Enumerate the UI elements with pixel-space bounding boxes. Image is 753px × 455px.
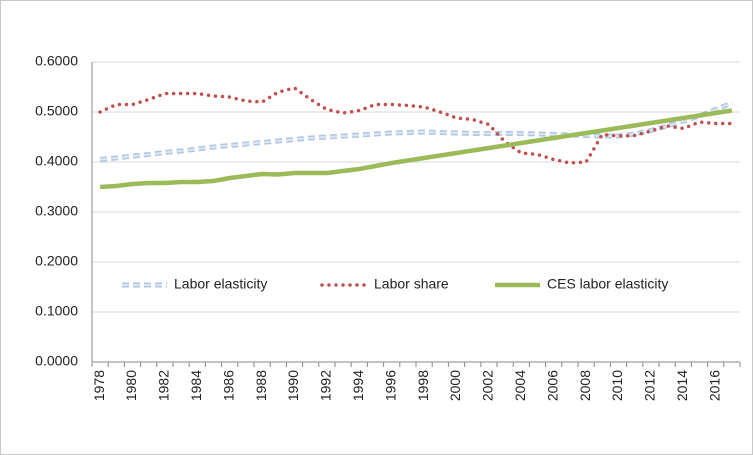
x-tick-label: 1982 — [156, 370, 172, 401]
series-line — [98, 86, 734, 165]
x-tick-label: 2016 — [706, 370, 722, 401]
x-tick-label: 1980 — [123, 370, 139, 401]
x-tick-label: 2014 — [674, 370, 690, 401]
legend-label: Labor elasticity — [174, 276, 267, 292]
x-tick-label: 1990 — [285, 370, 301, 401]
y-tick-label: 0.2000 — [35, 253, 78, 269]
x-tick-label: 1988 — [253, 370, 269, 401]
x-tick-label: 2002 — [480, 370, 496, 401]
y-tick-label: 0.0000 — [35, 353, 78, 369]
y-tick-label: 0.1000 — [35, 303, 78, 319]
x-tick-label: 1994 — [350, 370, 366, 401]
y-tick-label: 0.3000 — [35, 203, 78, 219]
x-tick-label: 2010 — [609, 370, 625, 401]
x-tick-label: 1998 — [415, 370, 431, 401]
x-tick-label: 2004 — [512, 370, 528, 401]
x-tick-label: 1986 — [220, 370, 236, 401]
series-line — [100, 102, 733, 161]
x-tick-label: 2000 — [447, 370, 463, 401]
legend-label: CES labor elasticity — [547, 276, 668, 292]
x-tick-label: 1992 — [318, 370, 334, 401]
x-tick-label: 1984 — [188, 370, 204, 401]
x-tick-label: 2012 — [642, 370, 658, 401]
y-tick-label: 0.4000 — [35, 153, 78, 169]
x-tick-label: 1978 — [91, 370, 107, 401]
series-line — [99, 108, 733, 190]
y-tick-label: 0.5000 — [35, 103, 78, 119]
x-tick-label: 2006 — [544, 370, 560, 401]
x-tick-label: 2008 — [577, 370, 593, 401]
y-tick-label: 0.6000 — [35, 53, 78, 69]
legend-label: Labor share — [374, 276, 449, 292]
x-tick-label: 1996 — [382, 370, 398, 401]
